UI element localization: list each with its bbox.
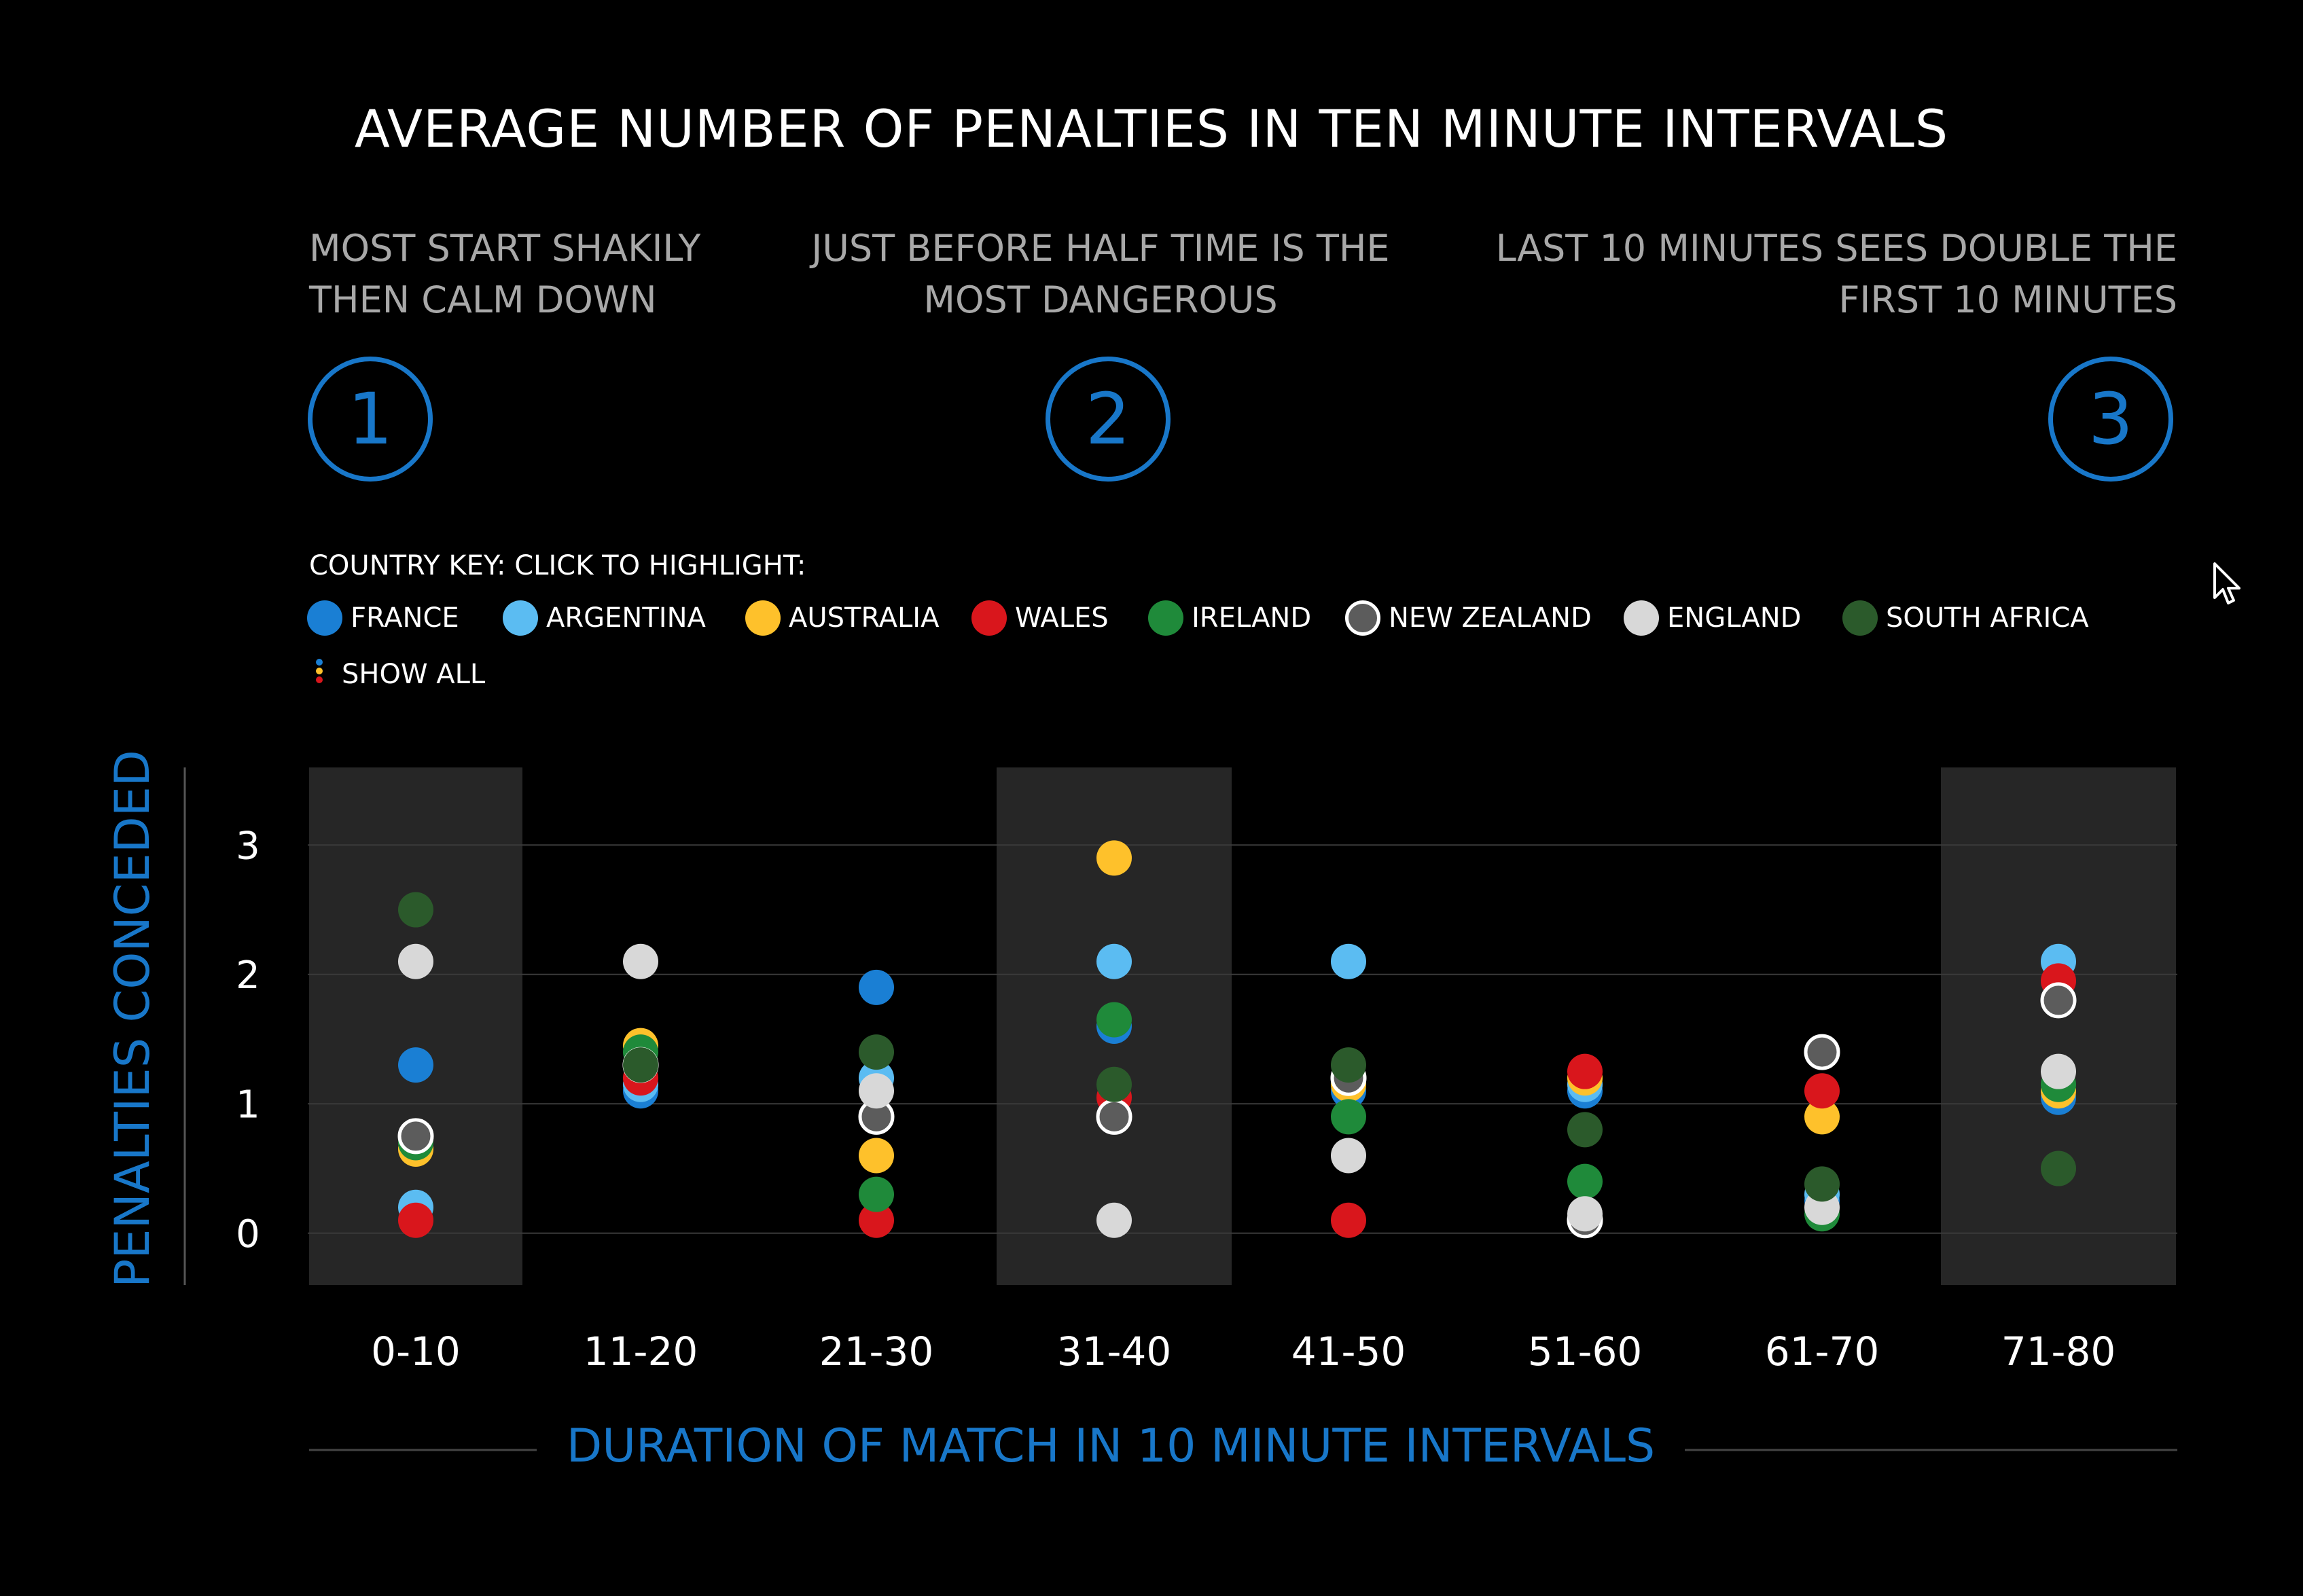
legend-swatch-ireland [1148,600,1183,636]
legend-label-new-zealand: NEW ZEALAND [1389,602,1592,634]
data-point-england-41-50 [1331,1138,1366,1174]
insight-1-text: MOST START SHAKILY THEN CALM DOWN [309,227,701,321]
show-all-button[interactable]: SHOW ALL [309,657,485,691]
x-tick-label-31-40: 31-40 [1057,1328,1172,1375]
legend-item-france[interactable]: FRANCE [307,598,459,638]
legend-swatch-australia [745,600,781,636]
data-point-new-zealand-0-10 [397,1118,434,1155]
legend-label-australia: AUSTRALIA [789,602,940,634]
legend-label-argentina: ARGENTINA [546,602,706,634]
x-tick-label-21-30: 21-30 [819,1328,934,1375]
data-point-argentina-41-50 [1331,943,1366,979]
data-point-england-51-60 [1567,1196,1603,1232]
data-point-south-africa-71-80 [2041,1150,2076,1186]
x-axis-title: DURATION OF MATCH IN 10 MINUTE INTERVALS [566,1419,1656,1473]
legend-item-wales[interactable]: WALES [971,598,1109,638]
data-point-england-31-40 [1096,1202,1132,1238]
data-point-south-africa-21-30 [859,1034,894,1070]
data-point-australia-61-70 [1804,1099,1840,1135]
legend-label-england: ENGLAND [1667,602,1802,634]
legend-swatch-france [307,600,342,636]
y-tick-label-0: 0 [236,1212,260,1256]
data-point-wales-61-70 [1804,1073,1840,1109]
x-tick-label-0-10: 0-10 [371,1328,461,1375]
legend-swatch-argentina [503,600,538,636]
insight-3-text: LAST 10 MINUTES SEES DOUBLE THE FIRST 10… [1495,227,2177,321]
insight-1-badge: 1 [308,357,433,482]
x-tick-label-11-20: 11-20 [584,1328,698,1375]
data-point-australia-21-30 [859,1138,894,1174]
legend-label-france: FRANCE [351,602,459,634]
y-tick-label-1: 1 [236,1083,260,1127]
mouse-cursor-icon [2213,562,2240,604]
insight-2-badge: 2 [1046,357,1171,482]
data-point-new-zealand-31-40 [1096,1098,1132,1135]
chart-title: AVERAGE NUMBER OF PENALTIES IN TEN MINUT… [354,98,1949,159]
data-point-wales-0-10 [398,1202,433,1238]
data-point-ireland-51-60 [1567,1163,1603,1199]
legend-label-south-africa: SOUTH AFRICA [1886,602,2089,634]
data-point-south-africa-41-50 [1331,1047,1366,1083]
legend-item-south-africa[interactable]: SOUTH AFRICA [1842,598,2089,638]
data-point-ireland-31-40 [1096,1002,1132,1038]
legend-label-wales: WALES [1015,602,1109,634]
data-point-england-71-80 [2041,1053,2076,1089]
x-tick-label-71-80: 71-80 [2001,1328,2116,1375]
x-tick-label-51-60: 51-60 [1528,1328,1643,1375]
data-point-new-zealand-71-80 [2040,982,2077,1019]
legend-item-ireland[interactable]: IRELAND [1148,598,1311,638]
insight-2-text: JUST BEFORE HALF TIME IS THE MOST DANGER… [811,227,1390,321]
data-point-south-africa-0-10 [398,892,433,928]
data-point-south-africa-61-70 [1804,1166,1840,1202]
insight-3-badge: 3 [2048,357,2173,482]
data-point-south-africa-11-20 [623,1047,658,1083]
legend-item-new-zealand[interactable]: NEW ZEALAND [1345,598,1592,638]
country-key-title: COUNTRY KEY: CLICK TO HIGHLIGHT: [309,550,806,581]
legend-swatch-south-africa [1842,600,1878,636]
legend-item-england[interactable]: ENGLAND [1624,598,1801,638]
legend-item-argentina[interactable]: ARGENTINA [503,598,706,638]
data-point-france-21-30 [859,969,894,1005]
data-point-wales-51-60 [1567,1053,1603,1089]
data-point-france-0-10 [398,1047,433,1083]
data-point-australia-31-40 [1096,840,1132,876]
highlight-band-71-80 [1941,767,2176,1285]
data-point-south-africa-31-40 [1096,1066,1132,1102]
data-point-new-zealand-61-70 [1804,1034,1840,1070]
legend-swatch-new-zealand [1345,600,1380,636]
data-point-south-africa-51-60 [1567,1112,1603,1148]
x-tick-label-61-70: 61-70 [1765,1328,1880,1375]
legend-swatch-england [1624,600,1659,636]
x-tick-label-41-50: 41-50 [1291,1328,1406,1375]
data-point-wales-41-50 [1331,1202,1366,1238]
y-axis-title: PENALTIES CONCEDED [105,750,160,1288]
data-point-ireland-41-50 [1331,1099,1366,1135]
data-point-ireland-21-30 [859,1176,894,1212]
legend-label-ireland: IRELAND [1192,602,1312,634]
data-point-argentina-31-40 [1096,943,1132,979]
y-tick-label-3: 3 [236,824,260,868]
show-all-label: SHOW ALL [342,659,486,690]
legend-swatch-wales [971,600,1007,636]
data-point-england-11-20 [623,943,658,979]
show-all-dots-icon [316,659,323,683]
y-tick-label-2: 2 [236,954,260,998]
data-point-wales-21-30 [859,1202,894,1238]
data-point-england-21-30 [859,1073,894,1109]
legend-item-australia[interactable]: AUSTRALIA [745,598,939,638]
data-point-england-0-10 [398,943,433,979]
